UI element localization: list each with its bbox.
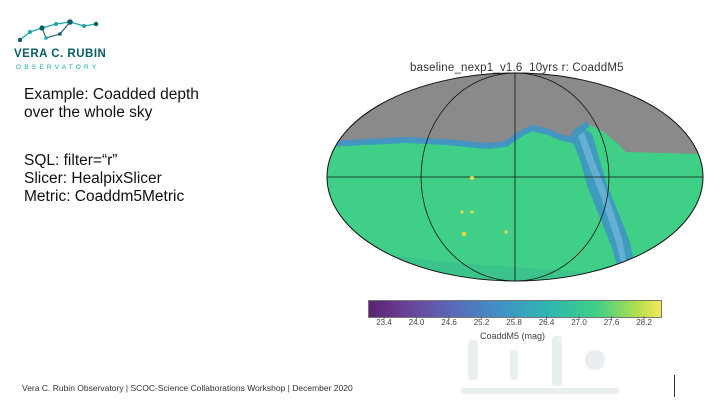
colorbar-tick-label: 27.0 <box>571 318 587 327</box>
sky-map-hotspot <box>460 210 464 214</box>
colorbar-tick-label: 25.8 <box>506 318 522 327</box>
sky-map <box>326 72 704 282</box>
colorbar-tick-label: 25.2 <box>473 318 490 327</box>
colorbar-tick-label: 26.4 <box>538 318 555 327</box>
constellation-icon <box>17 19 99 43</box>
logo-name: VERA C. RUBIN <box>14 48 107 60</box>
description-block: Example: Coadded depth over the whole sk… <box>24 86 199 122</box>
colorbar-ticks <box>383 316 645 319</box>
colorbar-label: CoaddM5 (mag) <box>480 331 546 341</box>
slicer-line: Slicer: HealpixSlicer <box>24 170 162 187</box>
sky-map-grid <box>327 73 703 281</box>
config-block: SQL: filter=“r” Slicer: HealpixSlicer Me… <box>24 152 184 206</box>
colorbar-tick-label: 24.0 <box>408 318 425 327</box>
sky-map-hotspot <box>470 210 474 214</box>
rubin-logo: VERA C. RUBIN OBSERVATORY <box>14 14 124 71</box>
logo-subtitle: OBSERVATORY <box>16 64 100 71</box>
colorbar-tick-label: 23.4 <box>376 318 392 327</box>
footer-divider <box>674 375 675 397</box>
description-line-1: Example: Coadded depth <box>24 86 199 103</box>
sky-map-hotspot <box>470 176 474 180</box>
colorbar-tick-label: 24.6 <box>441 318 457 327</box>
sky-map-plane-core <box>578 132 630 281</box>
sky-map-hotspot <box>461 231 467 237</box>
sky-map-hotspot <box>504 230 508 234</box>
footer-text: Vera C. Rubin Observatory | SCOC-Science… <box>22 383 353 393</box>
colorbar <box>368 300 662 318</box>
colorbar-tick-label: 27.6 <box>603 318 620 327</box>
plot-title: baseline_nexp1_v1.6_10yrs r: CoaddM5 <box>410 62 624 74</box>
description-line-2: over the whole sky <box>24 104 153 121</box>
sql-line: SQL: filter=“r” <box>24 152 118 169</box>
metric-line: Metric: Coaddm5Metric <box>24 188 185 205</box>
watermark-graphic <box>460 336 620 394</box>
colorbar-tick-label: 28.2 <box>636 318 652 327</box>
sky-map-outline <box>326 72 704 282</box>
